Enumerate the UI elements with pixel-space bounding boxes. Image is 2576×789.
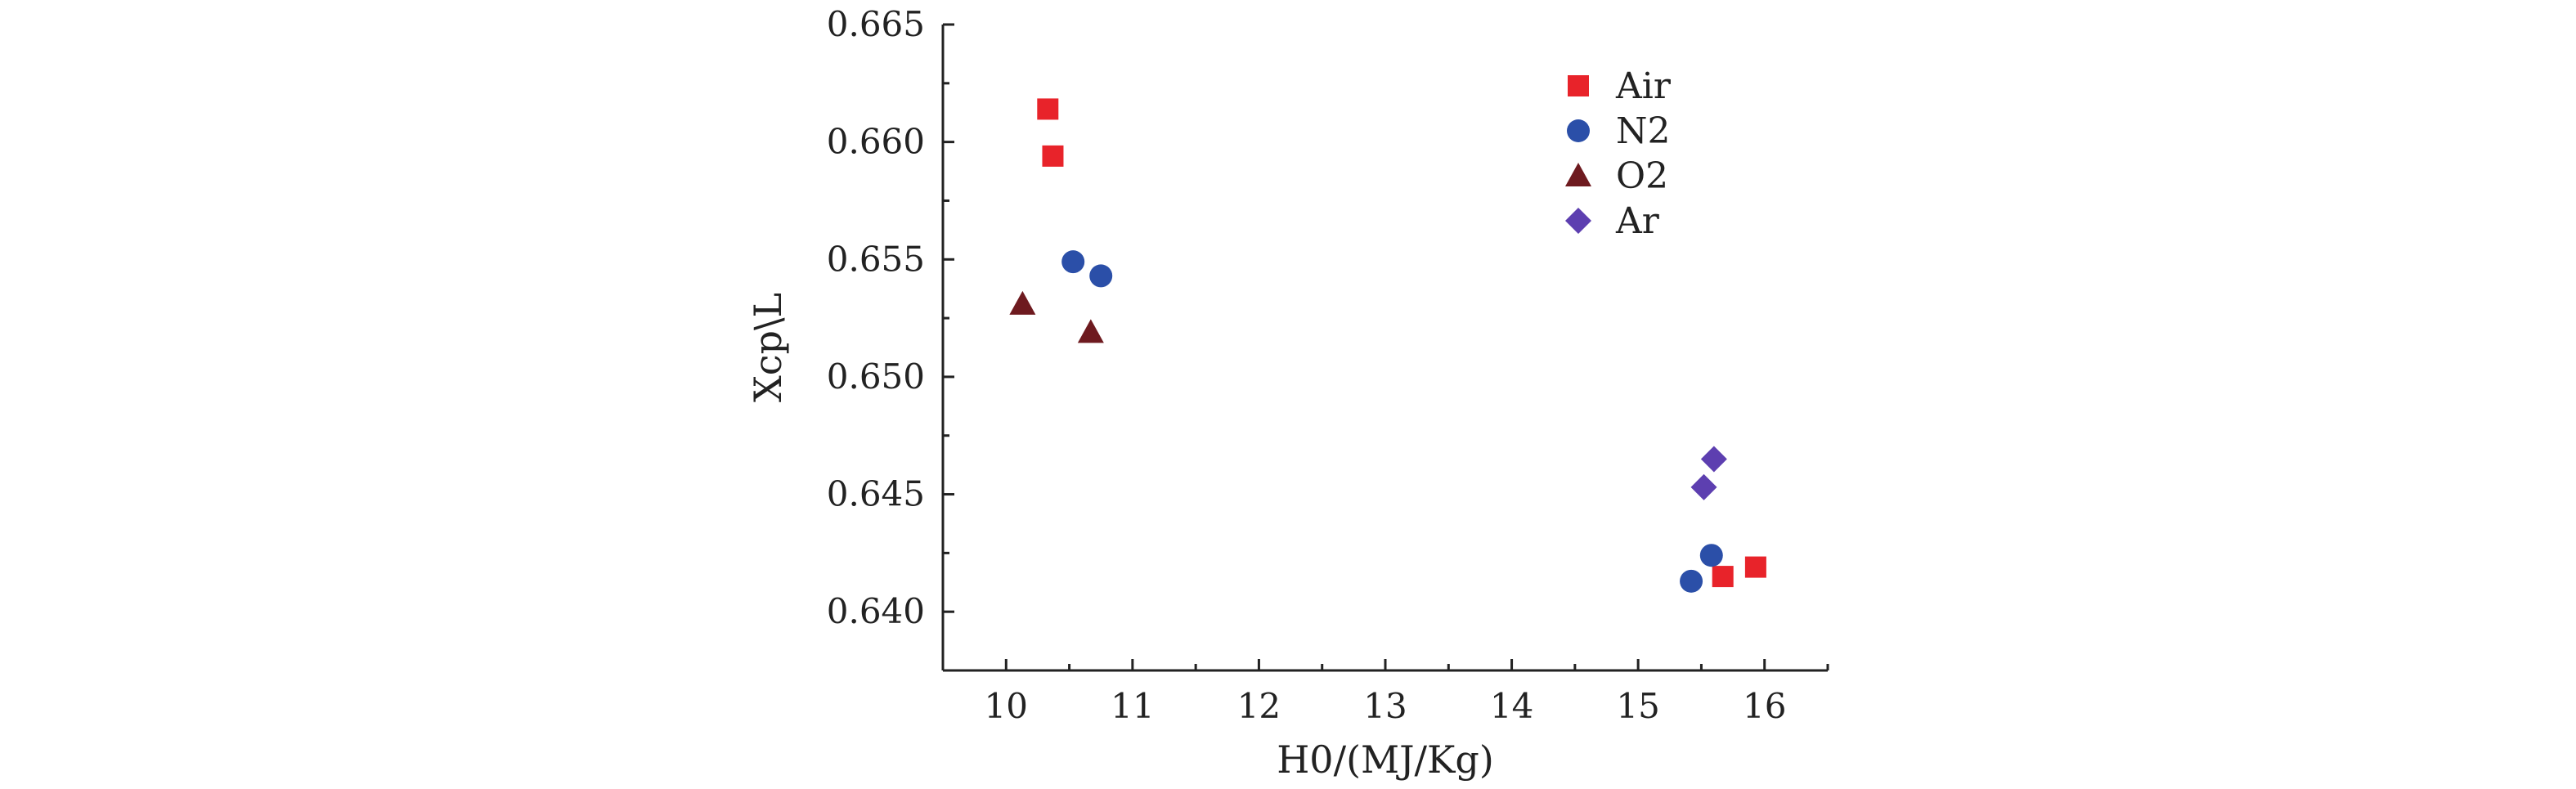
- legend-marker-ar: [1565, 208, 1591, 234]
- data-point-air: [1712, 566, 1734, 588]
- x-tick-label: 10: [985, 686, 1028, 726]
- data-point-air: [1042, 145, 1064, 167]
- data-point-air: [1037, 98, 1059, 120]
- y-tick-label: 0.640: [827, 591, 925, 631]
- y-tick-label: 0.665: [827, 4, 925, 44]
- data-point-o2: [1077, 319, 1104, 343]
- y-tick-label: 0.645: [827, 474, 925, 514]
- x-tick-label: 11: [1111, 686, 1154, 726]
- legend-label-o2: O2: [1616, 155, 1668, 197]
- x-tick-label: 13: [1363, 686, 1407, 726]
- data-points: [1009, 98, 1766, 593]
- data-point-n2: [1680, 569, 1703, 593]
- data-point-air: [1744, 556, 1766, 578]
- data-point-o2: [1009, 290, 1036, 315]
- data-point-ar: [1700, 446, 1727, 473]
- x-axis-title: H0/(MJ/Kg): [1277, 737, 1494, 782]
- data-point-n2: [1699, 544, 1723, 567]
- x-tick-label: 12: [1237, 686, 1281, 726]
- x-tick-label: 15: [1616, 686, 1659, 726]
- legend-label-n2: N2: [1616, 110, 1671, 152]
- legend-label-air: Air: [1615, 65, 1672, 107]
- y-axis-title: Xcp\L: [746, 293, 790, 402]
- legend-marker-air: [1568, 75, 1589, 96]
- data-point-n2: [1089, 264, 1113, 288]
- y-tick-label: 0.660: [827, 122, 925, 162]
- x-tick-label: 14: [1490, 686, 1533, 726]
- legend-marker-o2: [1565, 163, 1591, 186]
- y-tick-label: 0.650: [827, 356, 925, 397]
- data-point-ar: [1690, 473, 1717, 500]
- legend-label-ar: Ar: [1615, 200, 1660, 242]
- axes: 10 11 12 13 14 15 16 0.640 0.645 0.650 0.655 0.660 0…: [746, 4, 1829, 782]
- y-tick-label: 0.655: [827, 239, 925, 279]
- x-tick-label: 16: [1743, 686, 1786, 726]
- legend-marker-n2: [1567, 119, 1590, 142]
- data-point-n2: [1061, 250, 1085, 274]
